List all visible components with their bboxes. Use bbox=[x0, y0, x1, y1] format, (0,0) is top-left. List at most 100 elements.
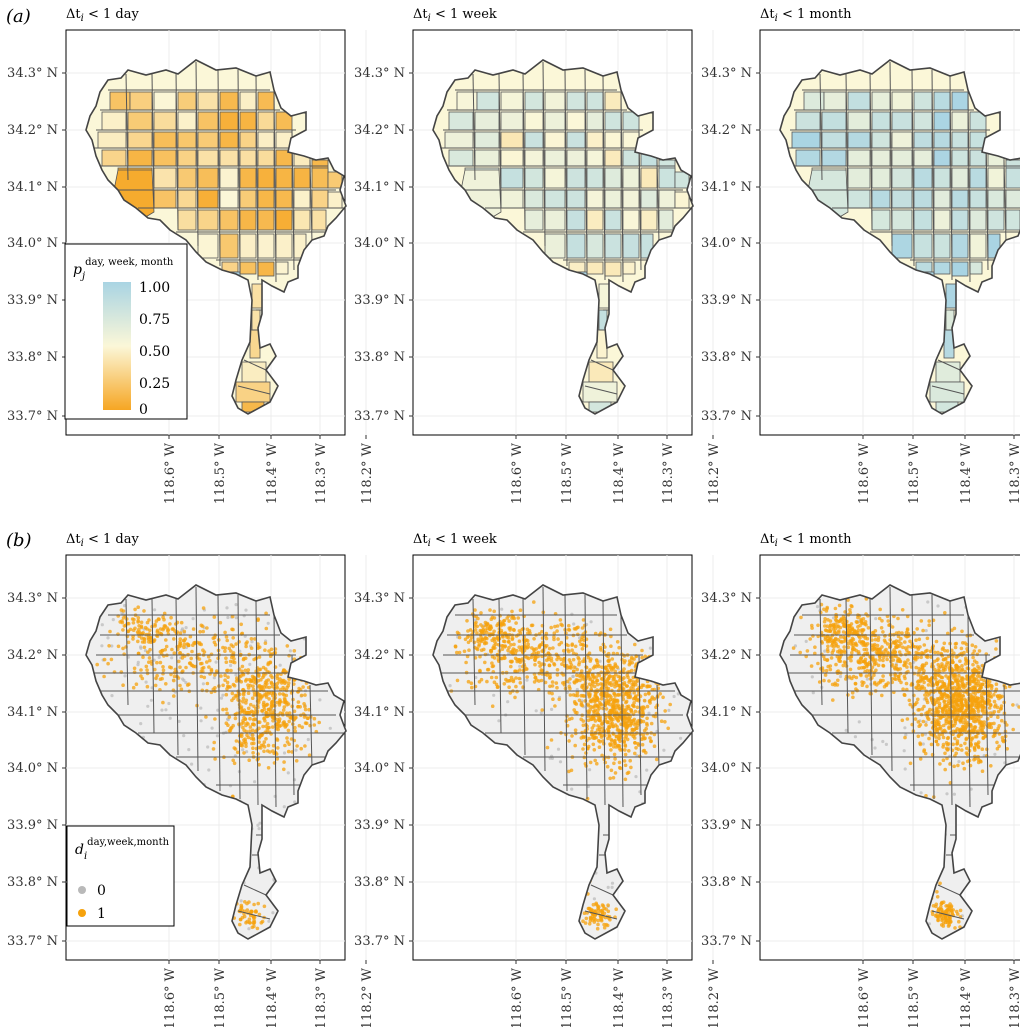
region-cell bbox=[566, 131, 586, 149]
point-d1 bbox=[610, 710, 615, 714]
point-d1 bbox=[895, 645, 899, 649]
point-d1 bbox=[914, 665, 918, 670]
region-cell bbox=[293, 167, 311, 189]
point-d1 bbox=[606, 909, 611, 914]
lat-tick-label: 34.3° N bbox=[354, 591, 405, 606]
point-d1 bbox=[552, 631, 557, 635]
point-d1 bbox=[556, 637, 560, 641]
lat-tick-label: 34.1° N bbox=[354, 180, 405, 195]
point-d1 bbox=[878, 658, 882, 662]
point-d1 bbox=[942, 641, 947, 646]
point-d1 bbox=[642, 698, 647, 703]
point-d1 bbox=[204, 715, 208, 719]
point-d1 bbox=[287, 711, 292, 715]
point-d1 bbox=[289, 737, 294, 741]
point-d1 bbox=[927, 623, 931, 627]
point-d1 bbox=[618, 766, 623, 771]
point-d1 bbox=[223, 678, 227, 682]
region-boundary bbox=[584, 69, 588, 275]
point-d1 bbox=[161, 615, 165, 619]
region-boundary bbox=[243, 359, 267, 371]
point-d1 bbox=[257, 655, 262, 659]
point-d1 bbox=[615, 728, 620, 732]
point-d1 bbox=[249, 637, 254, 641]
point-d1 bbox=[952, 764, 956, 769]
point-d1 bbox=[864, 647, 869, 652]
point-d1 bbox=[286, 681, 291, 685]
point-d1 bbox=[158, 660, 163, 665]
point-d1 bbox=[495, 636, 499, 640]
point-d1 bbox=[994, 647, 998, 651]
region-cell bbox=[969, 261, 983, 275]
lon-tick-label: 118.2° W bbox=[707, 967, 722, 1027]
point-d1 bbox=[905, 648, 909, 652]
point-d1 bbox=[599, 686, 604, 691]
point-d0 bbox=[902, 749, 906, 753]
point-d1 bbox=[465, 635, 470, 639]
point-d1 bbox=[250, 733, 255, 737]
lat-tick-label: 33.8° N bbox=[701, 350, 752, 365]
point-d1 bbox=[229, 649, 233, 653]
point-d1 bbox=[263, 648, 267, 652]
point-d1 bbox=[622, 692, 627, 696]
point-d1 bbox=[173, 667, 178, 672]
point-d1 bbox=[512, 628, 516, 632]
point-d1 bbox=[248, 729, 252, 733]
point-d1 bbox=[515, 689, 519, 694]
lat-tick-label: 34.2° N bbox=[7, 123, 58, 138]
point-d1 bbox=[623, 744, 628, 748]
point-d1 bbox=[251, 710, 255, 714]
point-d1 bbox=[631, 734, 636, 739]
region-cell bbox=[153, 149, 177, 167]
point-d1 bbox=[174, 622, 178, 626]
point-d0 bbox=[207, 768, 211, 772]
point-d1 bbox=[952, 626, 957, 631]
point-d0 bbox=[100, 644, 104, 648]
point-d1 bbox=[502, 618, 507, 623]
point-d1 bbox=[224, 656, 228, 660]
point-d1 bbox=[469, 635, 474, 640]
point-d1 bbox=[850, 691, 855, 695]
point-d1 bbox=[243, 737, 247, 741]
point-d0 bbox=[243, 634, 247, 638]
point-d0 bbox=[647, 711, 651, 715]
point-d1 bbox=[992, 693, 996, 697]
point-d1 bbox=[202, 675, 207, 680]
point-d1 bbox=[136, 605, 140, 609]
point-d1 bbox=[547, 646, 552, 651]
point-d1 bbox=[622, 670, 626, 675]
point-d1 bbox=[872, 662, 877, 667]
point-d1 bbox=[629, 721, 633, 726]
point-d1 bbox=[483, 620, 488, 625]
region-boundary bbox=[472, 598, 476, 706]
point-d1 bbox=[132, 666, 137, 671]
point-d1 bbox=[980, 703, 984, 708]
point-d1 bbox=[255, 699, 260, 703]
point-d1 bbox=[588, 919, 593, 923]
point-d1 bbox=[250, 674, 255, 679]
region-cell bbox=[177, 167, 197, 189]
point-d1 bbox=[264, 611, 268, 616]
region-boundary bbox=[273, 89, 277, 283]
point-d1 bbox=[136, 651, 141, 656]
point-d1 bbox=[948, 664, 952, 668]
point-d1 bbox=[198, 630, 202, 634]
region-cell bbox=[544, 149, 566, 167]
point-d1 bbox=[595, 697, 600, 701]
point-d1 bbox=[257, 745, 261, 750]
point-d1 bbox=[283, 743, 287, 748]
point-d1 bbox=[555, 668, 560, 672]
point-d1 bbox=[142, 609, 146, 613]
point-d1 bbox=[971, 662, 975, 667]
region-boundary bbox=[584, 594, 588, 800]
region-boundary bbox=[175, 596, 179, 756]
lat-tick-label: 34.2° N bbox=[354, 123, 405, 138]
point-d1 bbox=[596, 724, 600, 728]
point-d1 bbox=[617, 733, 621, 737]
point-d1 bbox=[281, 685, 285, 690]
point-d1 bbox=[153, 683, 158, 688]
point-d1 bbox=[148, 647, 152, 652]
point-d1 bbox=[549, 659, 554, 663]
point-d1 bbox=[559, 657, 563, 662]
point-d1 bbox=[842, 645, 846, 649]
